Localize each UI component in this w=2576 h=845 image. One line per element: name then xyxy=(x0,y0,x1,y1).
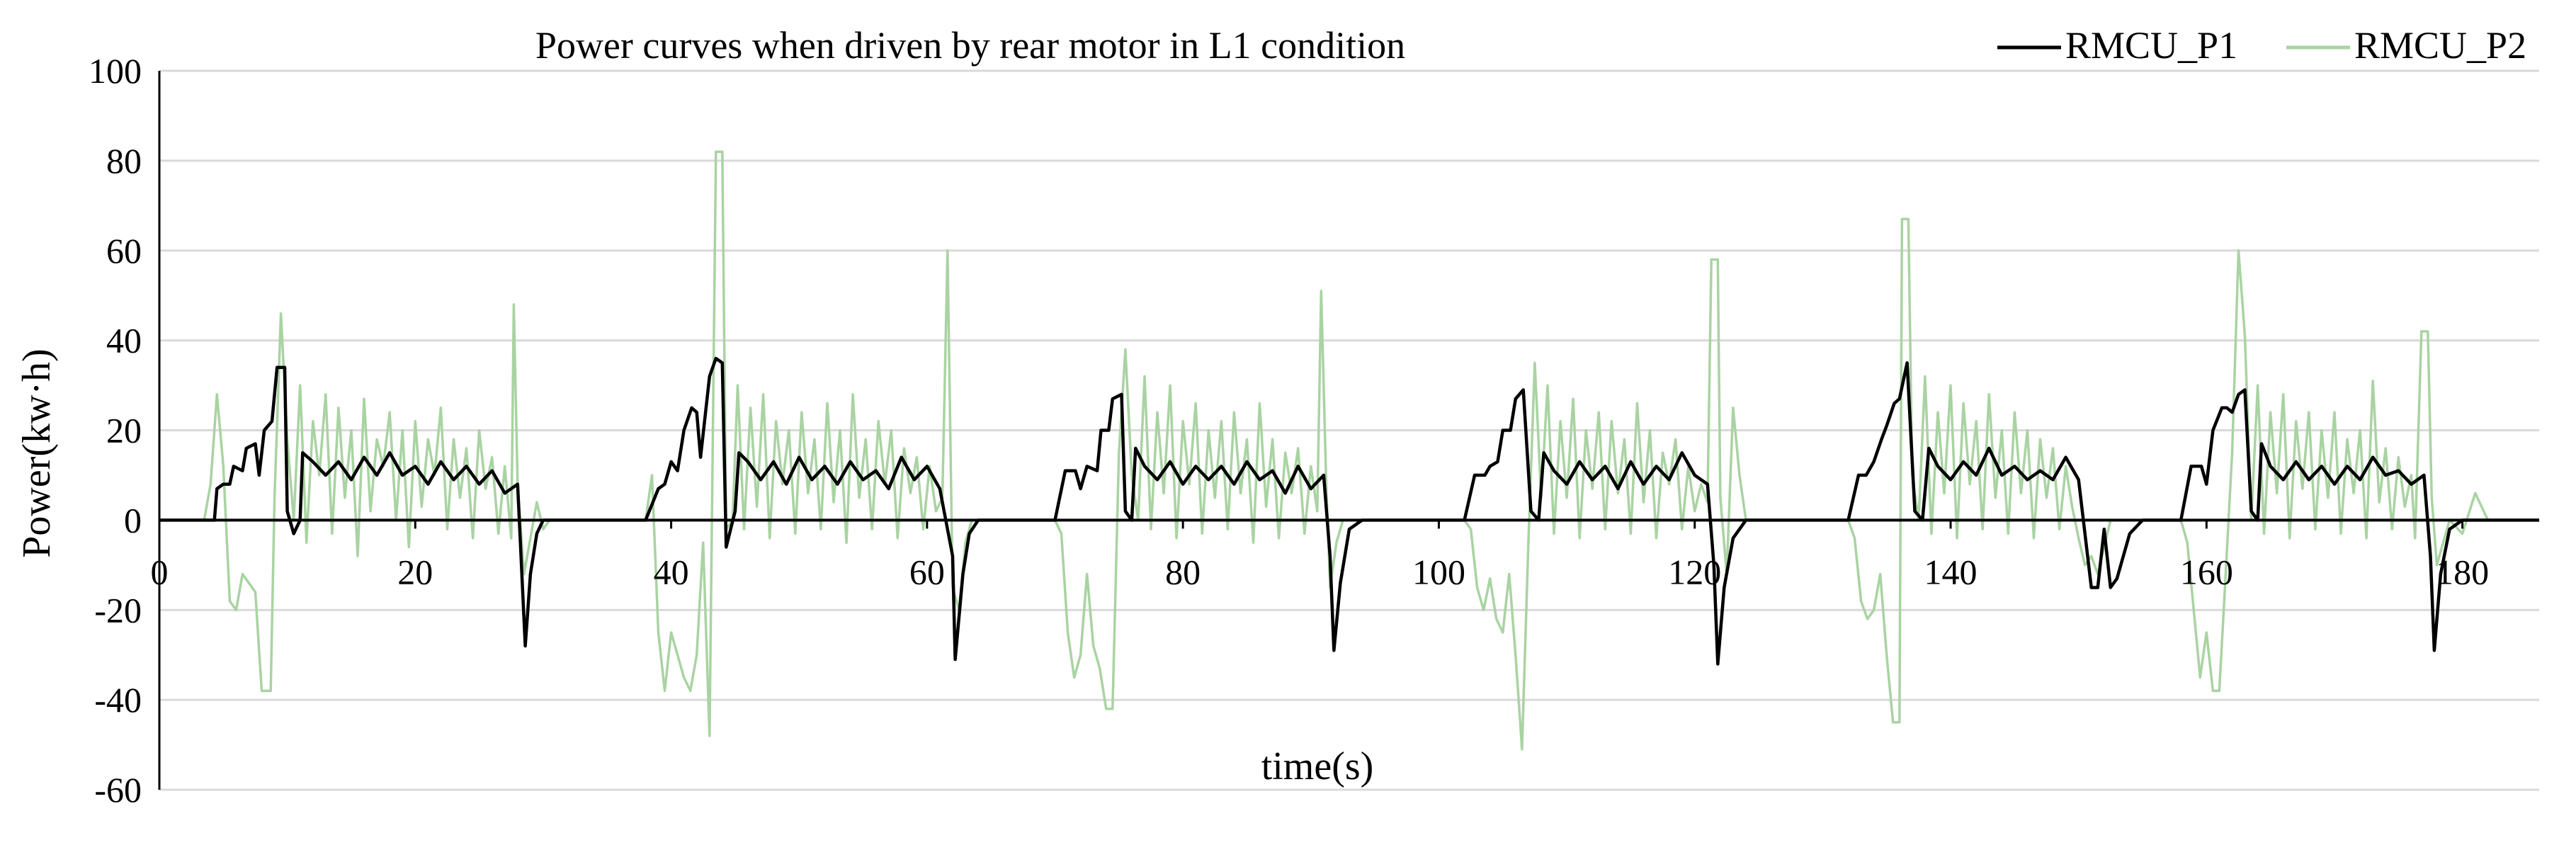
x-tick-label: 120 xyxy=(1668,552,1721,591)
legend-label-rmcu-p2: RMCU_P2 xyxy=(2354,24,2526,67)
x-tick-label: 40 xyxy=(654,552,689,591)
y-tick-label: 80 xyxy=(106,141,142,181)
series-line-rmcu-p2 xyxy=(159,150,2539,751)
x-tick-label: 100 xyxy=(1412,552,1465,591)
y-tick-label: 40 xyxy=(106,321,142,361)
y-axis-title: Power(kw·h) xyxy=(15,348,59,557)
x-tick-label: 60 xyxy=(909,552,945,591)
x-tick-label: 140 xyxy=(1924,552,1978,591)
y-tick-label: -60 xyxy=(94,770,142,810)
x-tick-label: 20 xyxy=(397,552,433,591)
x-tick-label: 180 xyxy=(2436,552,2489,591)
x-axis-title: time(s) xyxy=(1261,744,1374,788)
x-tick-label: 0 xyxy=(151,552,169,591)
y-tick-label: 100 xyxy=(89,51,142,91)
series-line-rmcu-p1 xyxy=(159,356,2539,666)
y-tick-label: 0 xyxy=(124,500,142,540)
chart-title: Power curves when driven by rear motor i… xyxy=(535,24,1405,67)
legend: RMCU_P1 RMCU_P2 xyxy=(1997,24,2526,67)
y-tick-label: 60 xyxy=(106,231,142,271)
y-tick-label: -20 xyxy=(94,590,142,630)
legend-label-rmcu-p1: RMCU_P1 xyxy=(2065,24,2237,67)
y-tick-label: -40 xyxy=(94,680,142,720)
x-tick-label: 160 xyxy=(2180,552,2233,591)
gridlines xyxy=(159,69,2539,791)
x-tick-label: 80 xyxy=(1165,552,1201,591)
axes xyxy=(158,71,2539,790)
series-layer xyxy=(159,150,2539,751)
y-tick-label: 20 xyxy=(106,411,142,450)
